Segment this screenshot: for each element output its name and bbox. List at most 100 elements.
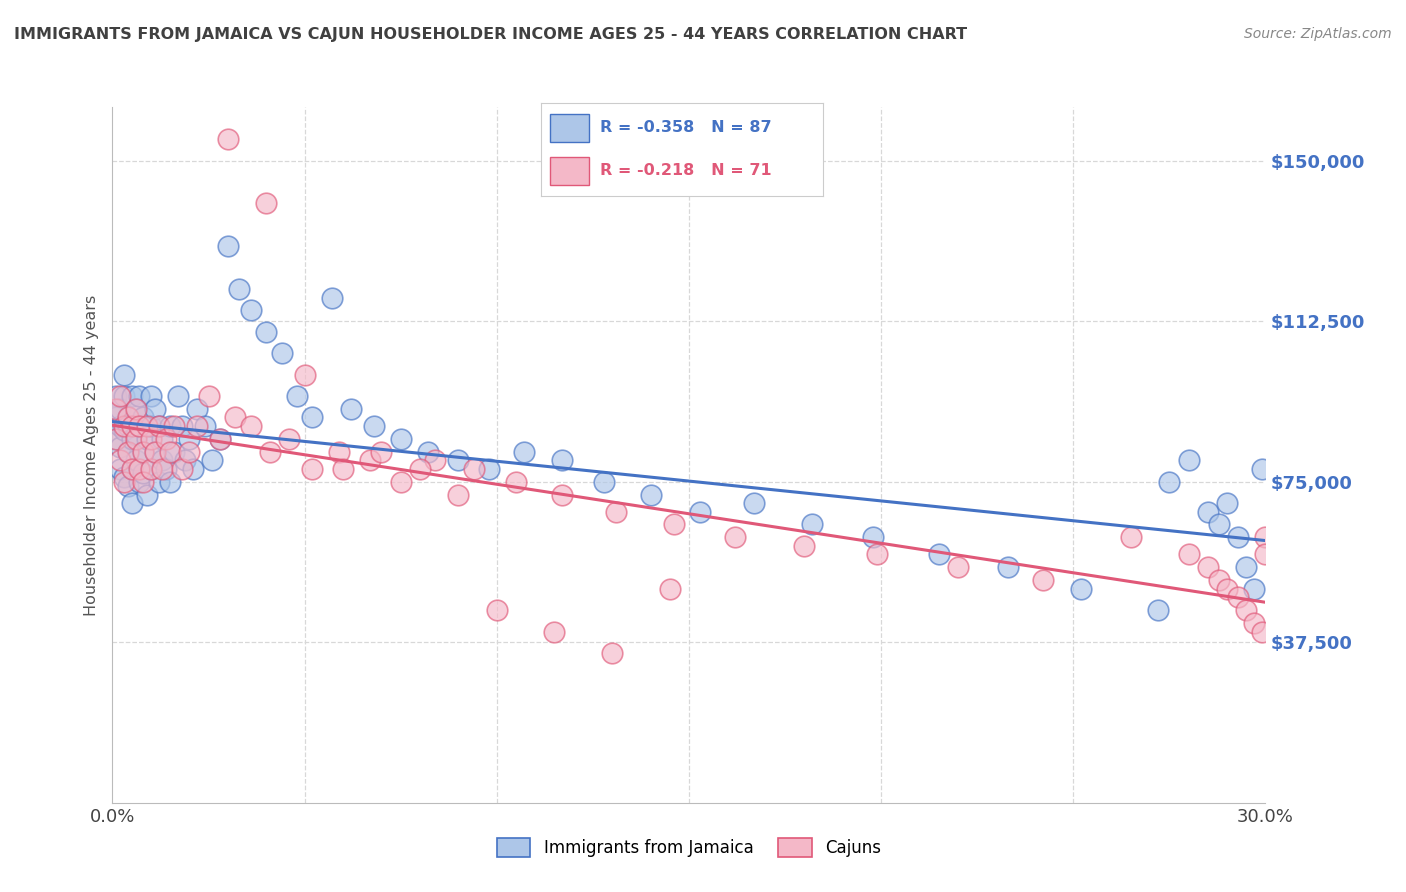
Point: [862, 530, 884, 544]
Point: [551, 453, 574, 467]
Point: [108, 419, 131, 434]
Point: [166, 389, 188, 403]
Point: [1208, 517, 1230, 532]
Point: [105, 401, 128, 416]
Point: [239, 419, 262, 434]
Point: [181, 462, 204, 476]
Point: [662, 517, 685, 532]
Point: [117, 410, 139, 425]
Point: [155, 432, 177, 446]
Point: [866, 548, 889, 562]
Point: [152, 432, 174, 446]
Point: [108, 441, 131, 455]
Point: [112, 475, 135, 489]
Point: [928, 548, 950, 562]
Point: [1254, 548, 1277, 562]
Point: [1227, 530, 1250, 544]
Point: [139, 389, 162, 403]
Point: [128, 462, 150, 476]
Point: [128, 419, 150, 434]
Point: [1177, 453, 1199, 467]
Text: Source: ZipAtlas.com: Source: ZipAtlas.com: [1244, 27, 1392, 41]
Point: [1197, 505, 1219, 519]
Point: [139, 432, 162, 446]
Point: [112, 368, 135, 382]
Point: [485, 603, 508, 617]
Point: [228, 282, 250, 296]
Point: [1243, 582, 1265, 596]
Point: [112, 470, 135, 484]
Point: [294, 368, 316, 382]
Y-axis label: Householder Income Ages 25 - 44 years: Householder Income Ages 25 - 44 years: [83, 294, 98, 615]
Point: [132, 444, 155, 458]
Point: [108, 389, 131, 403]
Point: [997, 560, 1019, 574]
Point: [148, 475, 170, 489]
Point: [163, 444, 186, 458]
Point: [389, 432, 412, 446]
Point: [159, 419, 181, 434]
Point: [1227, 591, 1250, 605]
Point: [124, 427, 146, 442]
Point: [128, 419, 150, 434]
Point: [1254, 530, 1277, 544]
Point: [105, 410, 128, 425]
Point: [463, 462, 485, 476]
Point: [278, 432, 301, 446]
Bar: [550, 114, 589, 142]
Point: [121, 389, 143, 403]
Point: [155, 462, 177, 476]
Point: [128, 389, 150, 403]
Point: [505, 475, 527, 489]
Point: [105, 389, 128, 403]
Point: [209, 432, 232, 446]
Point: [689, 505, 711, 519]
Point: [209, 432, 232, 446]
Point: [132, 475, 155, 489]
Point: [174, 453, 197, 467]
Point: [1243, 615, 1265, 630]
Point: [447, 487, 470, 501]
Point: [117, 444, 139, 458]
Point: [285, 389, 308, 403]
Point: [416, 444, 439, 458]
Point: [143, 444, 166, 458]
Point: [640, 487, 662, 501]
Point: [108, 462, 131, 476]
Point: [512, 444, 534, 458]
Point: [1234, 560, 1257, 574]
Point: [217, 239, 239, 253]
Text: IMMIGRANTS FROM JAMAICA VS CAJUN HOUSEHOLDER INCOME AGES 25 - 44 YEARS CORRELATI: IMMIGRANTS FROM JAMAICA VS CAJUN HOUSEHO…: [14, 27, 967, 42]
Point: [117, 410, 139, 425]
Point: [1250, 462, 1272, 476]
Point: [1070, 582, 1092, 596]
Point: [152, 453, 174, 467]
Text: R = -0.218   N = 71: R = -0.218 N = 71: [600, 163, 772, 178]
Point: [543, 624, 565, 639]
Point: [359, 453, 381, 467]
Point: [139, 462, 162, 476]
Point: [339, 401, 361, 416]
Point: [1146, 603, 1168, 617]
Point: [1177, 548, 1199, 562]
Point: [148, 419, 170, 434]
Point: [742, 496, 765, 510]
Point: [254, 325, 277, 339]
Point: [332, 462, 354, 476]
Point: [551, 487, 574, 501]
Point: [112, 419, 135, 434]
Point: [1159, 475, 1181, 489]
Point: [600, 646, 623, 660]
Point: [179, 444, 201, 458]
Point: [389, 475, 412, 489]
Point: [112, 389, 135, 403]
Point: [605, 505, 627, 519]
Point: [132, 410, 155, 425]
Point: [370, 444, 392, 458]
Point: [217, 132, 239, 146]
Point: [124, 453, 146, 467]
Point: [124, 401, 146, 416]
Point: [143, 444, 166, 458]
Point: [1119, 530, 1142, 544]
Text: R = -0.358   N = 87: R = -0.358 N = 87: [600, 120, 772, 136]
